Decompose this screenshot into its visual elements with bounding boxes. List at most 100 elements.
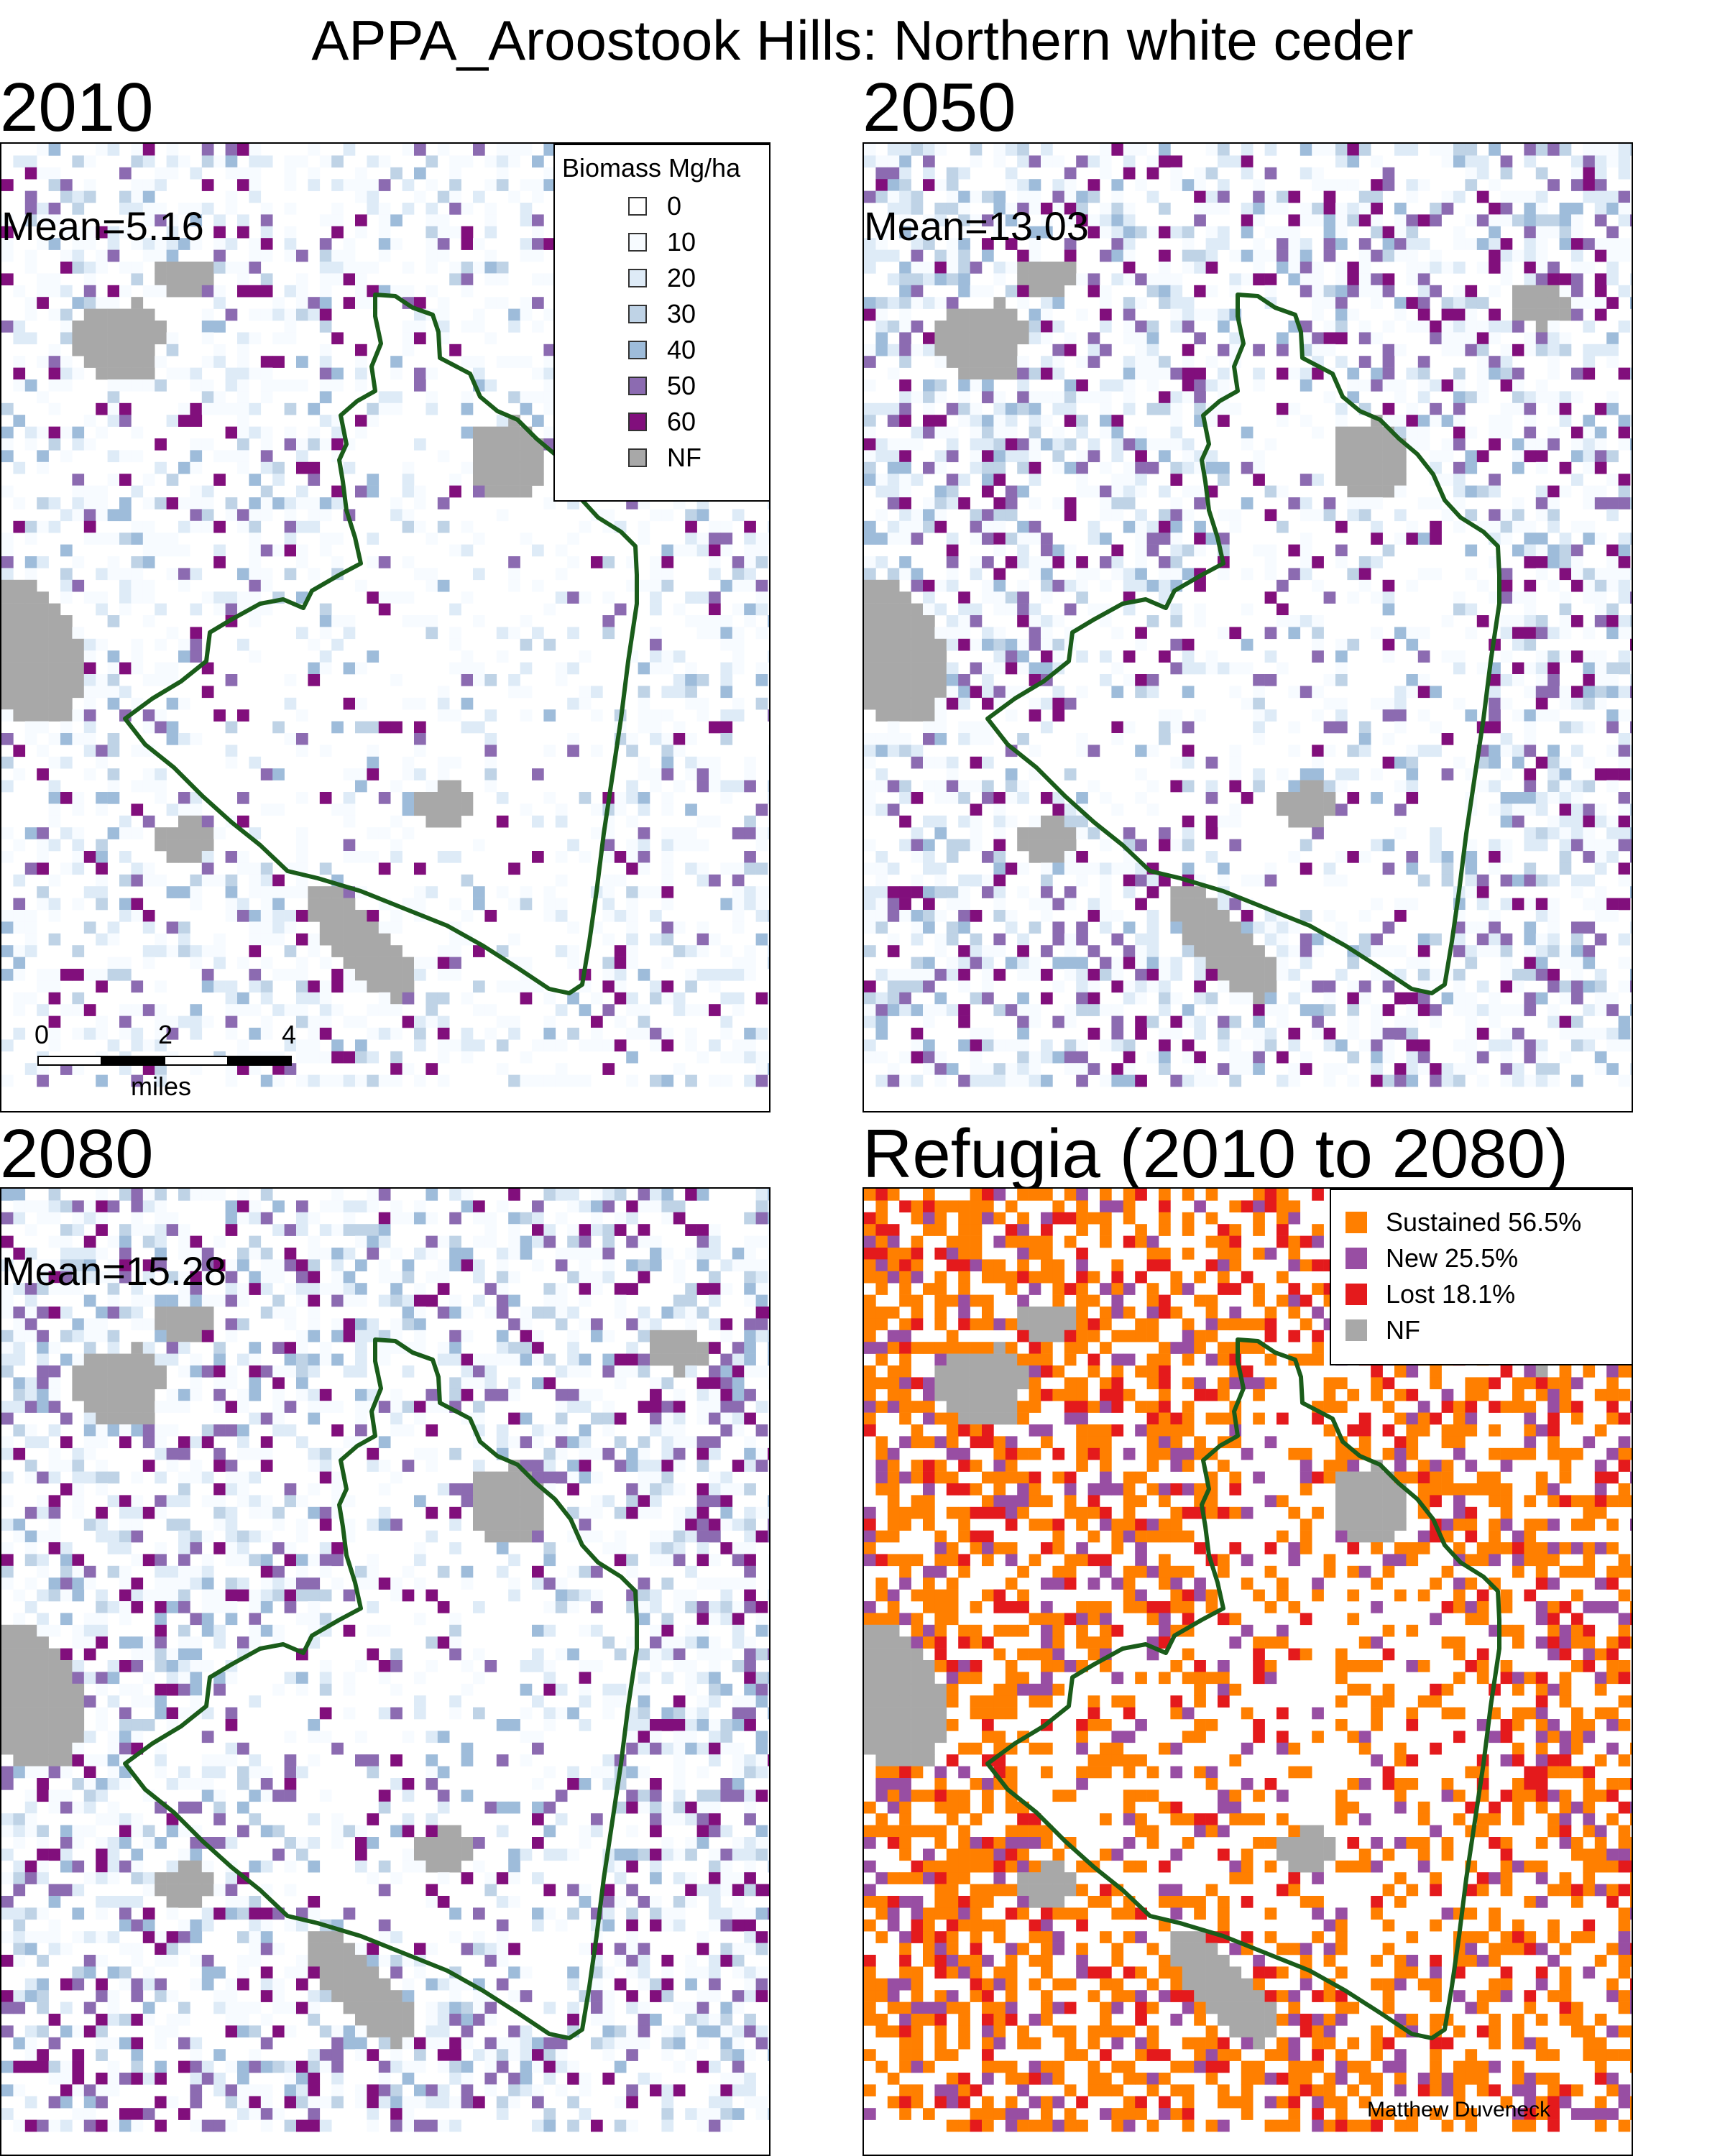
raster-cell xyxy=(1335,721,1348,734)
raster-cell xyxy=(1535,391,1548,404)
raster-cell xyxy=(119,367,132,380)
raster-cell xyxy=(296,957,308,969)
raster-cell xyxy=(1559,851,1572,863)
raster-cell xyxy=(166,415,179,427)
raster-cell xyxy=(225,238,238,250)
raster-cell xyxy=(993,144,1006,156)
raster-cell xyxy=(875,485,888,498)
raster-cell xyxy=(155,461,167,474)
raster-cell xyxy=(37,556,49,568)
raster-cell xyxy=(213,297,226,309)
raster-cell xyxy=(887,709,900,722)
raster-cell xyxy=(96,803,108,816)
raster-cell xyxy=(508,461,520,474)
raster-cell xyxy=(449,815,461,828)
raster-cell xyxy=(864,839,876,852)
raster-cell xyxy=(1041,886,1053,898)
raster-cell xyxy=(1218,1015,1230,1028)
raster-cell xyxy=(1005,591,1018,604)
raster-cell xyxy=(1076,815,1088,828)
raster-cell xyxy=(107,367,120,380)
raster-cell xyxy=(1052,391,1065,404)
raster-cell xyxy=(1276,249,1289,262)
raster-cell xyxy=(875,308,888,321)
raster-cell xyxy=(1205,933,1218,946)
raster-cell xyxy=(899,179,911,191)
raster-cell xyxy=(970,827,983,839)
raster-cell xyxy=(131,379,144,392)
raster-cell xyxy=(1229,402,1242,415)
raster-cell xyxy=(1512,874,1524,887)
raster-cell xyxy=(119,402,132,415)
raster-cell xyxy=(260,356,273,368)
raster-cell xyxy=(1029,273,1041,286)
raster-cell xyxy=(532,461,544,474)
raster-cell xyxy=(1111,249,1124,262)
raster-cell xyxy=(1205,238,1218,250)
raster-cell xyxy=(638,756,650,769)
raster-cell xyxy=(1571,438,1583,451)
raster-cell xyxy=(1017,615,1029,627)
raster-cell xyxy=(1218,1028,1230,1040)
raster-cell xyxy=(1111,497,1124,510)
raster-cell xyxy=(1417,874,1430,887)
raster-cell xyxy=(378,603,391,616)
raster-cell xyxy=(166,886,179,898)
raster-cell xyxy=(970,874,983,887)
raster-cell xyxy=(473,568,485,581)
raster-cell xyxy=(685,520,697,533)
raster-cell xyxy=(496,262,509,274)
raster-cell xyxy=(958,839,970,852)
raster-cell xyxy=(1618,438,1631,451)
raster-cell xyxy=(48,615,61,627)
raster-cell xyxy=(249,886,262,898)
raster-cell xyxy=(343,249,356,262)
raster-cell xyxy=(60,638,73,651)
raster-cell xyxy=(543,367,556,380)
raster-cell xyxy=(744,615,756,627)
raster-cell xyxy=(496,450,509,463)
raster-cell xyxy=(48,933,61,946)
raster-cell xyxy=(567,921,579,934)
raster-cell xyxy=(1571,992,1583,1005)
raster-cell xyxy=(1335,426,1348,439)
raster-cell xyxy=(1229,921,1242,934)
raster-cell xyxy=(1476,379,1489,392)
raster-cell xyxy=(37,709,49,722)
raster-cell xyxy=(1312,203,1324,215)
raster-cell xyxy=(602,1039,615,1052)
raster-cell xyxy=(1276,262,1289,274)
raster-cell xyxy=(1194,379,1206,392)
raster-cell xyxy=(602,851,615,863)
raster-cell xyxy=(1100,579,1112,592)
raster-cell xyxy=(1,697,14,710)
raster-cell xyxy=(1205,379,1218,392)
raster-cell xyxy=(1312,980,1324,993)
raster-cell xyxy=(1159,556,1171,568)
raster-cell xyxy=(1547,273,1560,286)
raster-cell xyxy=(319,344,332,356)
raster-cell xyxy=(1524,792,1537,804)
raster-cell xyxy=(970,638,983,651)
raster-cell xyxy=(213,474,226,486)
raster-cell xyxy=(520,438,533,451)
raster-cell xyxy=(319,415,332,427)
raster-cell xyxy=(155,533,167,545)
raster-cell xyxy=(142,674,155,686)
raster-cell xyxy=(308,886,321,898)
raster-cell xyxy=(958,921,970,934)
raster-cell xyxy=(934,262,947,274)
raster-cell xyxy=(1323,862,1336,875)
raster-cell xyxy=(650,627,662,640)
map-raster-2050 xyxy=(864,144,1632,1087)
raster-cell xyxy=(355,379,367,392)
raster-cell xyxy=(661,839,674,852)
raster-cell xyxy=(24,933,37,946)
raster-cell xyxy=(1571,273,1583,286)
raster-cell xyxy=(1253,474,1265,486)
raster-cell xyxy=(1618,768,1631,780)
raster-cell xyxy=(1029,627,1041,640)
raster-cell xyxy=(1476,155,1489,168)
raster-cell xyxy=(131,308,144,321)
raster-cell xyxy=(899,450,911,463)
